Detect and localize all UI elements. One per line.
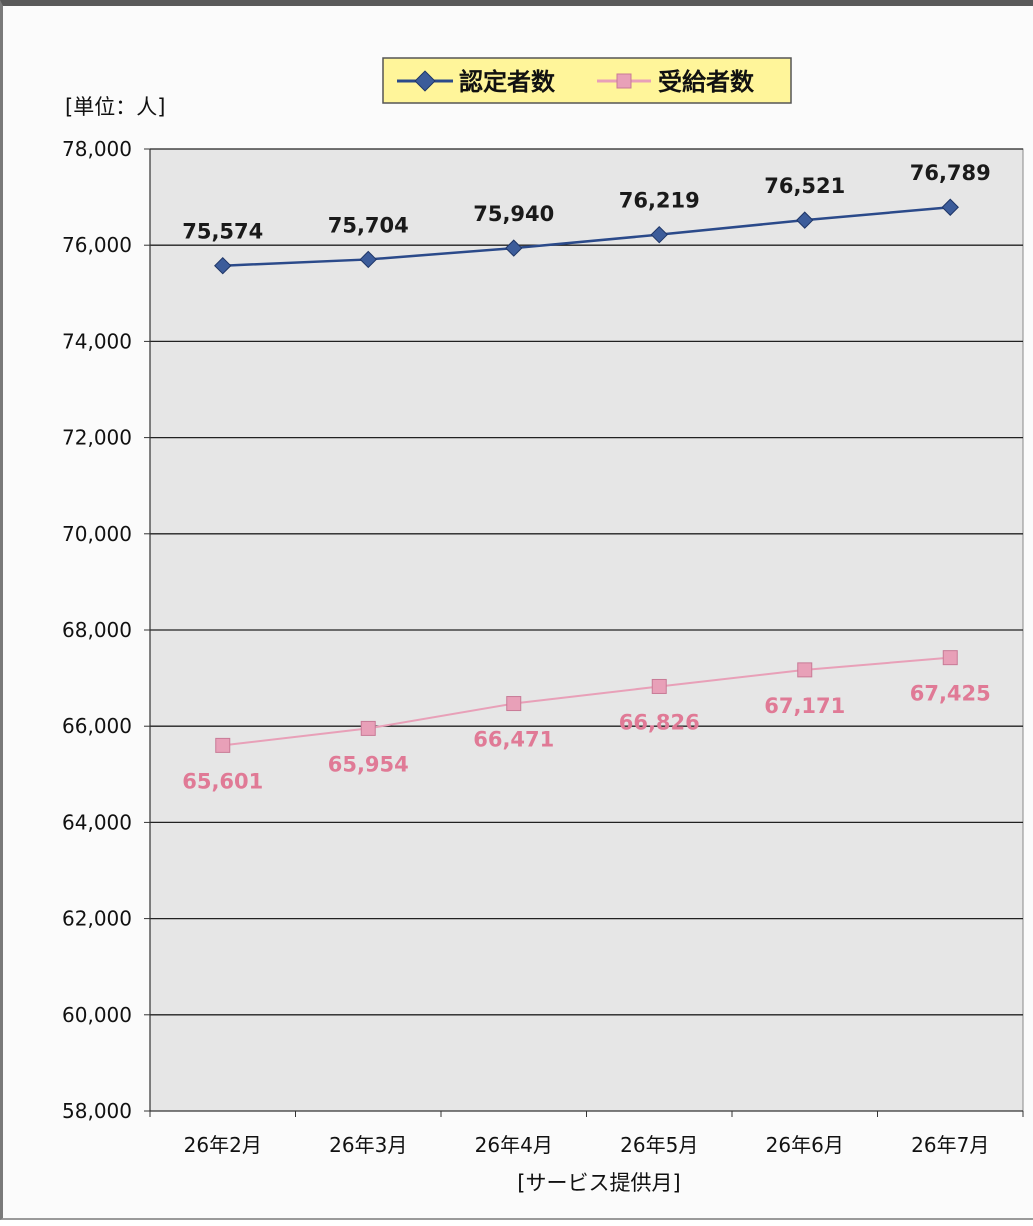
data-label-0: 75,574 [182, 220, 263, 244]
legend-label-0: 認定者数 [459, 68, 556, 96]
legend-marker-1 [616, 73, 632, 89]
data-point-0 [796, 211, 814, 229]
y-tick-label: 60,000 [62, 1003, 132, 1027]
y-tick-label: 68,000 [62, 618, 132, 642]
x-tick-label: 26年2月 [184, 1133, 262, 1157]
y-tick-label: 76,000 [62, 233, 132, 257]
y-tick-label: 62,000 [62, 907, 132, 931]
data-label-1: 65,601 [182, 769, 263, 793]
data-point-1 [797, 662, 813, 678]
line-chart: 58,000 60,000 62,000 64,000 66,000 68,000 70,0… [62, 57, 1024, 1195]
data-label-0: 76,219 [619, 189, 700, 213]
data-point-1 [506, 696, 522, 712]
data-label-1: 66,826 [619, 710, 700, 734]
y-axis-title: [単位：人] [65, 95, 165, 119]
data-point-0 [650, 225, 668, 244]
data-point-1 [942, 650, 958, 666]
x-tick-label: 26年6月 [766, 1133, 844, 1157]
series-line-1 [222, 656, 951, 747]
y-axis: 58,000 60,000 62,000 64,000 66,000 68,000 70,0… [62, 137, 151, 1123]
x-tick-label: 26年5月 [620, 1133, 698, 1157]
data-point-0 [505, 239, 523, 257]
data-point-0 [941, 198, 959, 216]
y-tick-label: 72,000 [62, 426, 132, 450]
data-label-1: 67,425 [910, 682, 991, 706]
y-tick-label: 78,000 [62, 137, 132, 161]
data-label-0: 75,940 [473, 202, 554, 226]
data-label-0: 76,789 [910, 161, 991, 185]
x-tick-label: 26年3月 [329, 1133, 407, 1157]
data-point-0 [214, 256, 232, 275]
data-point-1 [651, 678, 667, 694]
legend-label-1: 受給者数 [658, 68, 755, 96]
data-label-1: 67,171 [764, 694, 845, 718]
y-tick-label: 64,000 [62, 810, 132, 834]
data-point-1 [360, 720, 376, 736]
data-label-1: 65,954 [328, 752, 409, 776]
data-label-0: 76,521 [764, 174, 845, 198]
data-point-1 [215, 737, 231, 753]
data-point-0 [359, 250, 377, 269]
legend: 認定者数 受給者数 [382, 57, 792, 104]
x-axis-title: [サービス提供月] [517, 1171, 680, 1195]
data-label-1: 66,471 [473, 728, 554, 752]
y-tick-label: 70,000 [62, 522, 132, 546]
x-axis: 26年2月 26年3月 26年4月 26年5月 26年6月 26年7月 [149, 1110, 1024, 1157]
series-layer: 75,574 75,704 75,940 76,219 76,521 76,789 65,6… [182, 161, 991, 793]
y-tick-label: 66,000 [62, 714, 132, 738]
y-tick-label: 58,000 [62, 1099, 132, 1123]
legend-marker-0 [414, 70, 436, 92]
data-label-0: 75,704 [328, 213, 409, 237]
x-tick-label: 26年7月 [911, 1133, 989, 1157]
x-tick-label: 26年4月 [475, 1133, 553, 1157]
y-tick-label: 74,000 [62, 329, 132, 353]
gridlines [150, 148, 1023, 1016]
series-line-0 [222, 206, 951, 267]
